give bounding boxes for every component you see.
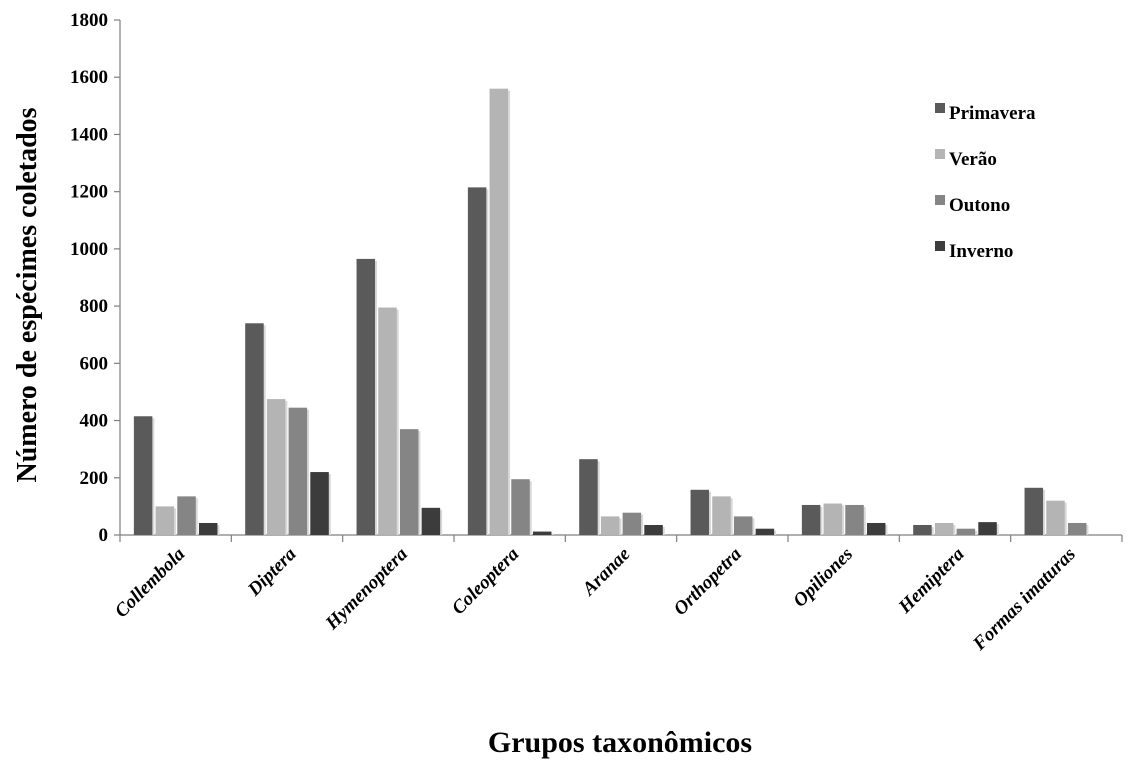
- bar: [177, 496, 196, 535]
- y-tick-label: 1400: [70, 124, 108, 145]
- y-tick-label: 600: [80, 353, 109, 374]
- y-axis-title: Número de espécimes coletados: [12, 107, 43, 482]
- bar: [155, 506, 175, 535]
- legend-swatch: [935, 149, 945, 159]
- legend-label: Outono: [949, 195, 1010, 216]
- bar: [1024, 487, 1044, 535]
- category-label: Opiliones: [789, 544, 857, 612]
- category-label: Formas imaturas: [968, 544, 1080, 656]
- legend-swatch: [935, 195, 945, 205]
- bar: [845, 504, 864, 535]
- bar: [866, 522, 886, 535]
- category-label: Coleoptera: [448, 543, 524, 619]
- bar: [801, 504, 821, 535]
- bars: [133, 88, 1089, 536]
- y-tick-label: 800: [80, 296, 109, 317]
- category-label: Hymenoptera: [321, 543, 412, 634]
- bar: [934, 522, 954, 535]
- category-label: Collembola: [111, 543, 190, 622]
- y-tick-label: 200: [80, 468, 109, 489]
- bar: [467, 187, 487, 535]
- y-tick-label: 1600: [70, 67, 108, 88]
- bar: [266, 399, 286, 535]
- bar: [421, 507, 441, 535]
- x-ticks: [119, 535, 1123, 542]
- y-tick-label: 1200: [70, 182, 108, 203]
- category-labels: Collembola Diptera Hymenoptera Coleoptera Ar…: [111, 543, 1080, 655]
- bar: [399, 429, 419, 535]
- y-tick-label: 0: [99, 525, 109, 546]
- bar: [622, 512, 642, 535]
- bar: [913, 524, 932, 535]
- category-label: Hemiptera: [894, 543, 969, 618]
- legend-label: Inverno: [949, 241, 1013, 262]
- y-tick-label: 1800: [70, 10, 108, 31]
- bar: [755, 528, 775, 535]
- bar: [489, 88, 509, 536]
- bar: [823, 503, 843, 535]
- bar: [956, 528, 976, 535]
- legend-label: Primavera: [949, 103, 1036, 124]
- legend-label: Verão: [949, 149, 997, 170]
- bar: [1067, 522, 1087, 535]
- category-label: Aranae: [578, 543, 635, 600]
- bar: [644, 524, 663, 535]
- bar: [198, 522, 218, 535]
- bar: [288, 407, 308, 535]
- bar: [532, 531, 552, 535]
- legend: Primavera Verão Outono Inverno: [935, 103, 1036, 262]
- bar: [712, 496, 731, 535]
- legend-swatch: [935, 103, 945, 113]
- bar: [579, 459, 598, 535]
- bar: [356, 258, 376, 535]
- bar: [133, 416, 153, 535]
- y-ticks: 0 200 400 600 800 1000 1200 1400 1600 1800: [70, 10, 120, 546]
- x-axis-title: Grupos taxonômicos: [488, 726, 752, 759]
- y-tick-label: 1000: [70, 239, 108, 260]
- bar: [733, 516, 753, 535]
- bar: [511, 479, 530, 535]
- bar: [978, 522, 997, 535]
- y-tick-label: 400: [80, 411, 109, 432]
- bar: [245, 323, 264, 535]
- category-label: Diptera: [243, 543, 301, 601]
- legend-swatch: [935, 241, 945, 251]
- bar: [1046, 500, 1065, 535]
- category-label: Orthopetra: [670, 543, 746, 619]
- bar: [310, 472, 329, 535]
- bar: [600, 516, 620, 535]
- bar: [378, 307, 397, 535]
- bar: [690, 489, 710, 535]
